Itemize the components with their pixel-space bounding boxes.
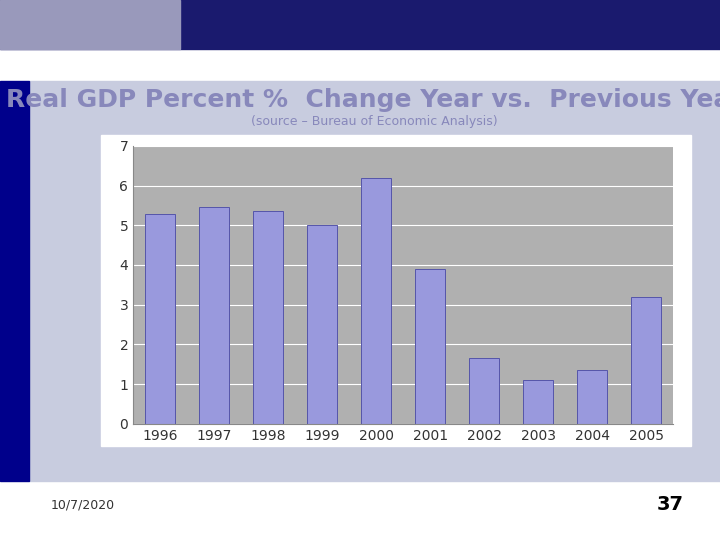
Bar (307, 225, 337, 424)
Bar (0, 0, 720, 49)
Bar (199, 207, 229, 424)
Text: 10/7/2020: 10/7/2020 (50, 498, 114, 511)
Text: Real GDP Percent %  Change Year vs.  Previous Year: Real GDP Percent % Change Year vs. Previ… (6, 88, 720, 112)
Bar (145, 214, 175, 424)
Bar (0, 0, 180, 49)
Bar (577, 370, 607, 424)
Text: (source – Bureau of Economic Analysis): (source – Bureau of Economic Analysis) (251, 115, 498, 128)
Bar (469, 359, 499, 424)
Bar (0, 0, 720, 81)
FancyBboxPatch shape (101, 135, 691, 446)
Bar (631, 297, 661, 424)
Bar (29, 81, 720, 481)
Bar (523, 380, 553, 424)
Bar (253, 211, 283, 424)
Bar (0, 81, 29, 481)
Text: 37: 37 (657, 495, 684, 515)
Bar (415, 269, 445, 424)
Bar (361, 178, 391, 424)
